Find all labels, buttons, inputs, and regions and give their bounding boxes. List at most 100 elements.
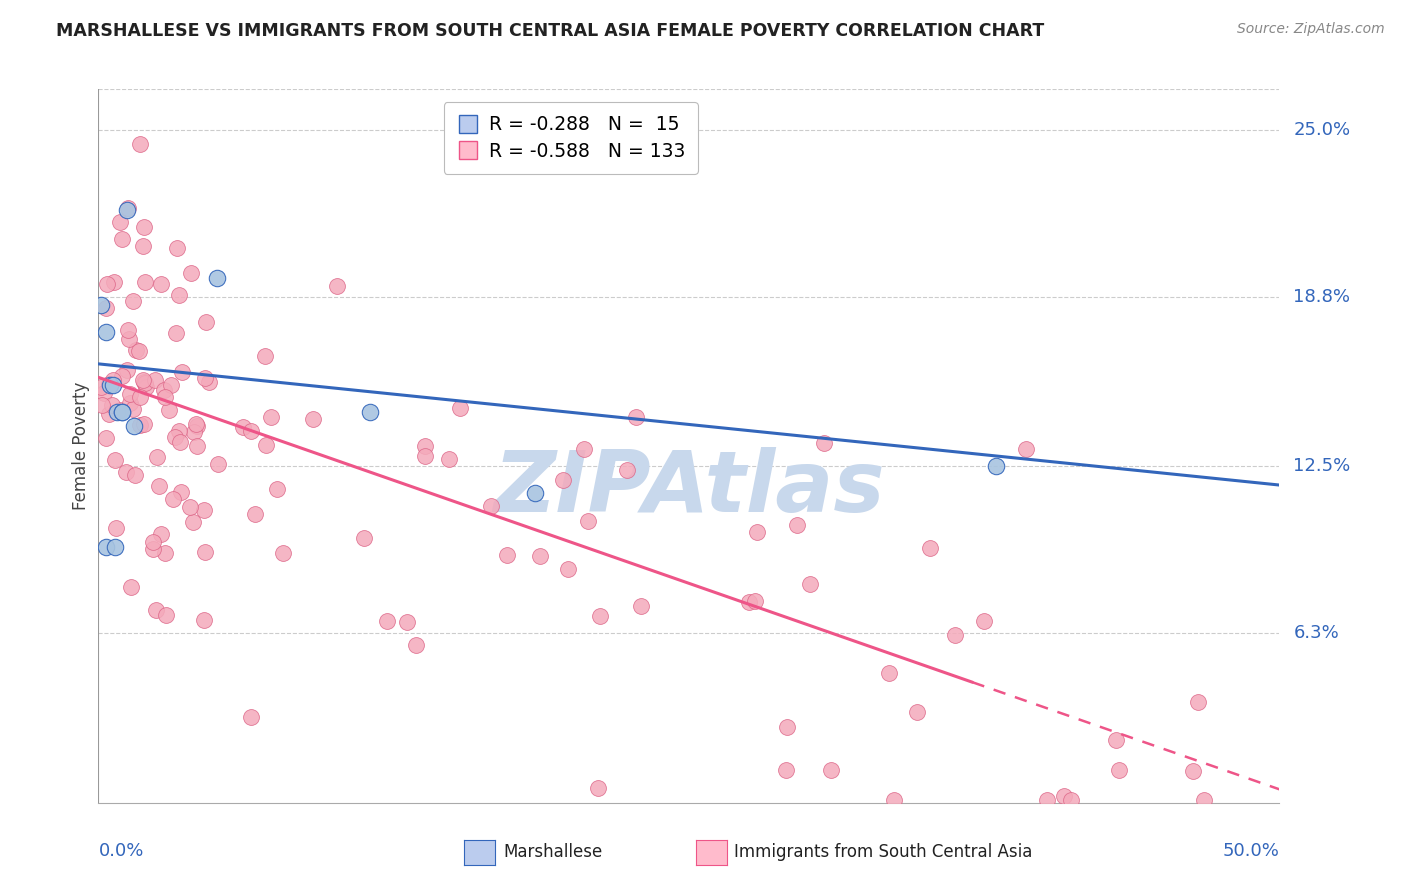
Point (820, 763, 842, 777)
Point (232, 419, 254, 434)
Point (160, 377, 183, 392)
Point (128, 137, 150, 152)
Point (111, 405, 134, 419)
Point (737, 595, 759, 609)
Point (576, 514, 599, 528)
Point (155, 390, 177, 404)
Point (153, 545, 176, 559)
Point (94, 301, 117, 315)
Point (193, 502, 215, 516)
Point (117, 201, 139, 215)
Point (115, 203, 138, 218)
Point (91, 398, 114, 412)
Text: 12.5%: 12.5% (1294, 458, 1351, 475)
Point (273, 546, 295, 560)
Point (108, 215, 131, 229)
Point (101, 373, 124, 387)
Text: 6.3%: 6.3% (1294, 624, 1339, 642)
Point (128, 343, 150, 358)
Point (775, 764, 797, 778)
Point (132, 375, 155, 389)
Point (98, 377, 121, 392)
Point (186, 440, 208, 454)
Point (551, 473, 574, 487)
Point (413, 439, 436, 453)
Point (134, 275, 156, 289)
Legend: R = -0.288   N =  15, R = -0.588   N = 133: R = -0.288 N = 15, R = -0.588 N = 133 (443, 103, 699, 174)
Point (143, 373, 166, 387)
Point (194, 544, 217, 558)
Point (179, 500, 201, 514)
Point (134, 220, 156, 235)
Point (166, 241, 188, 255)
Point (129, 390, 152, 404)
Point (90, 298, 112, 312)
Point (259, 409, 281, 424)
Point (1182, 764, 1205, 779)
Point (786, 518, 808, 533)
Point (186, 419, 208, 434)
Point (813, 436, 835, 450)
Point (157, 403, 180, 417)
Point (98, 378, 121, 392)
Point (170, 365, 193, 379)
Point (254, 438, 277, 452)
Point (166, 326, 188, 340)
Point (104, 453, 127, 467)
Point (943, 628, 966, 642)
Point (142, 535, 165, 549)
Point (205, 270, 228, 285)
Point (524, 486, 547, 500)
Point (529, 549, 551, 564)
Point (326, 279, 349, 293)
Point (169, 425, 191, 439)
Point (134, 417, 156, 432)
Point (101, 398, 124, 412)
Point (142, 541, 165, 556)
Point (180, 266, 202, 280)
Point (118, 396, 141, 410)
Point (115, 363, 138, 377)
Point (589, 609, 612, 624)
Text: MARSHALLESE VS IMMIGRANTS FROM SOUTH CENTRAL ASIA FEMALE POVERTY CORRELATION CHA: MARSHALLESE VS IMMIGRANTS FROM SOUTH CEN… (56, 22, 1045, 40)
Point (122, 402, 145, 417)
Point (301, 412, 323, 426)
Point (1187, 695, 1209, 709)
Point (775, 720, 797, 734)
Point (150, 526, 173, 541)
Point (169, 288, 191, 302)
Point (183, 425, 205, 440)
Point (1060, 793, 1083, 807)
Point (132, 239, 155, 253)
Point (110, 232, 132, 246)
Point (415, 449, 437, 463)
Point (146, 450, 169, 464)
Point (194, 371, 217, 385)
Point (905, 705, 928, 719)
Text: 18.8%: 18.8% (1294, 287, 1350, 306)
Point (163, 430, 186, 444)
Point (122, 293, 145, 308)
Text: Marshallese: Marshallese (503, 843, 603, 861)
Point (117, 323, 139, 337)
Point (134, 376, 156, 391)
Point (104, 540, 127, 554)
Point (359, 405, 381, 419)
Point (108, 403, 131, 417)
Point (353, 531, 375, 545)
Point (1105, 733, 1128, 747)
Point (1108, 763, 1130, 777)
Point (984, 459, 1007, 474)
Point (744, 594, 766, 608)
Point (145, 603, 167, 617)
Point (105, 521, 128, 535)
Point (877, 666, 900, 681)
Point (1192, 793, 1215, 807)
Point (799, 576, 821, 591)
Point (118, 332, 141, 346)
Point (626, 409, 648, 424)
Text: Source: ZipAtlas.com: Source: ZipAtlas.com (1237, 22, 1385, 37)
Point (496, 548, 519, 562)
Point (377, 614, 399, 628)
Point (150, 277, 173, 292)
